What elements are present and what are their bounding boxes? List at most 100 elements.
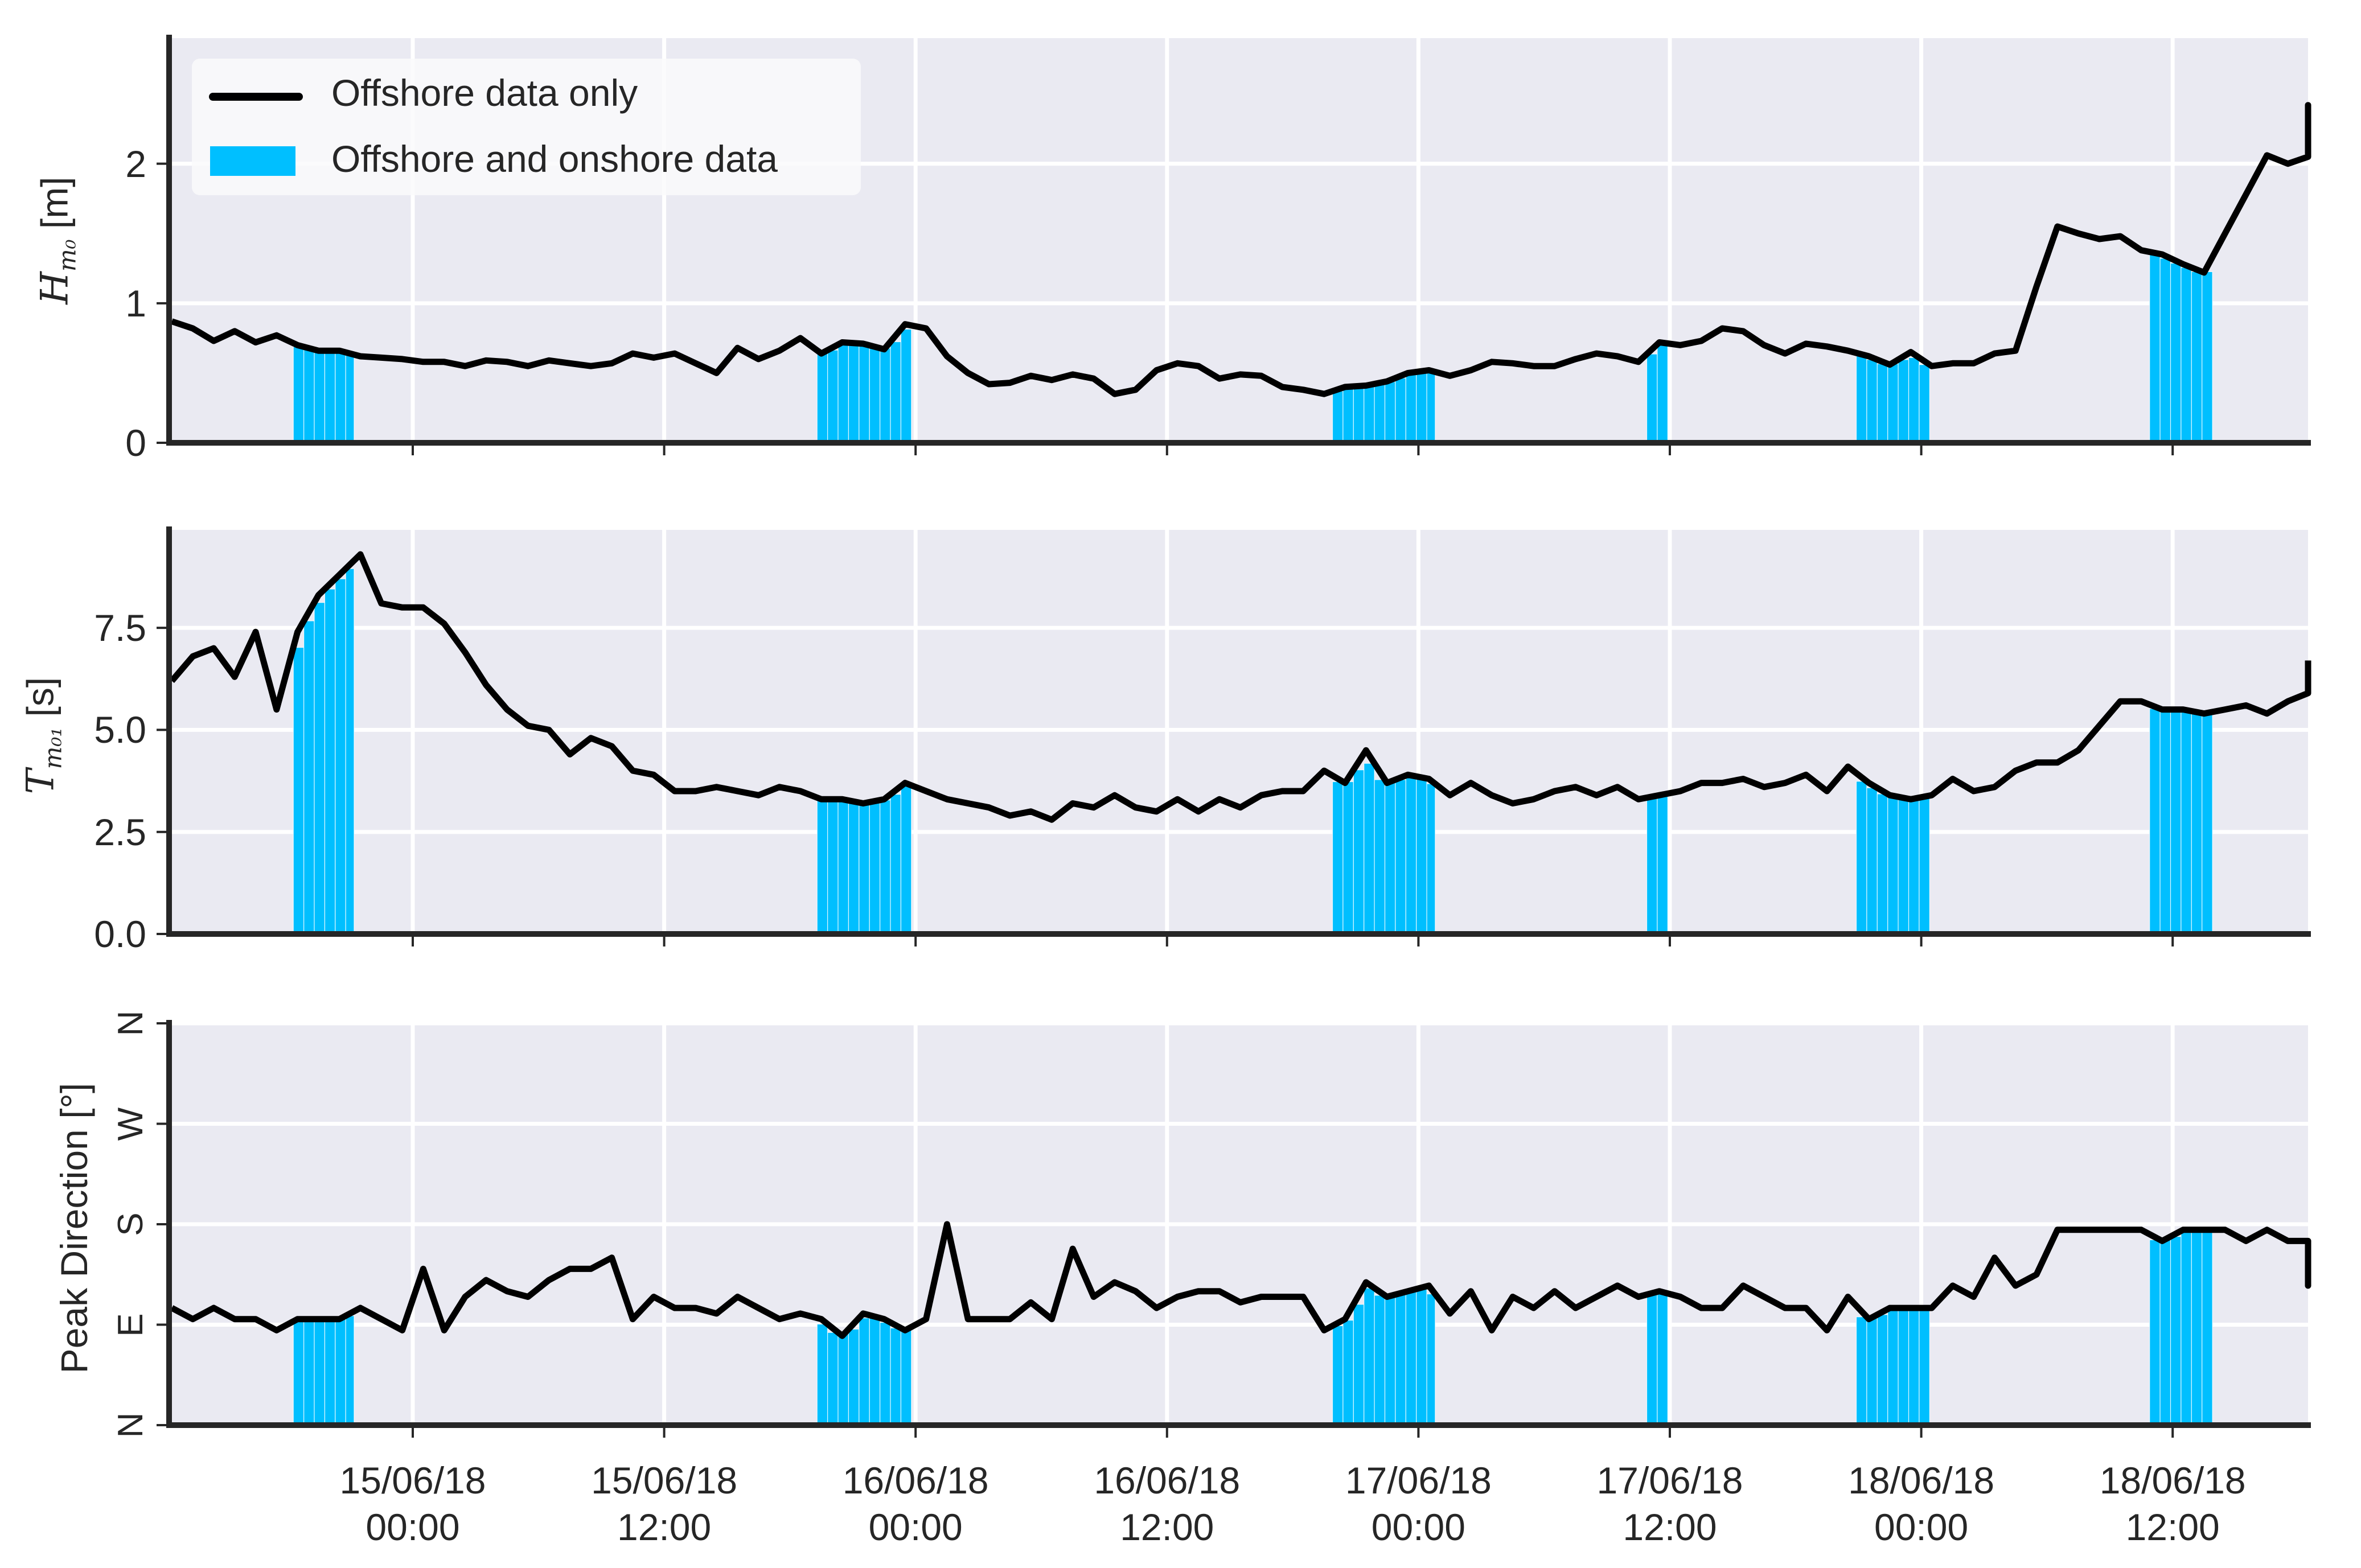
onshore-data-bar (1866, 1316, 1878, 1426)
onshore-data-bar (1426, 783, 1436, 935)
onshore-data-bar (2149, 1239, 2161, 1426)
x-tick-label: 15/06/18 00:00 (310, 1457, 515, 1550)
x-tick-time: 00:00 (868, 1506, 963, 1548)
x-tick-time: 12:00 (1623, 1506, 1717, 1548)
legend-label-offshore: Offshore data only (331, 72, 638, 114)
onshore-data-bar (1855, 781, 1867, 935)
onshore-data-bar (837, 344, 849, 443)
onshore-data-bar (880, 348, 891, 443)
onshore-data-bar (1855, 355, 1867, 443)
legend-label-onshore: Offshore and onshore data (331, 138, 778, 180)
x-tick-time: 00:00 (1874, 1506, 1969, 1548)
onshore-data-bar (314, 1319, 326, 1426)
panel2-ylabel-unit: [s] (19, 677, 61, 717)
onshore-data-bar (335, 1319, 346, 1426)
x-tick-date: 15/06/18 (339, 1459, 486, 1501)
panel1-ylabel-sub: m₀ (53, 239, 81, 272)
onshore-data-bar (1877, 363, 1888, 443)
onshore-data-bar (869, 1318, 881, 1426)
onshore-data-bar (1384, 1295, 1396, 1426)
panel3-ylabel: Peak Direction [°] (53, 1083, 95, 1374)
onshore-data-bar (1646, 353, 1658, 443)
panel2-background (169, 530, 2308, 934)
onshore-data-bar (1342, 781, 1354, 935)
onshore-data-bar (859, 802, 870, 935)
onshore-data-bar (2170, 262, 2182, 443)
onshore-data-bar (816, 350, 828, 443)
onshore-data-bar (1395, 779, 1406, 935)
panel2-ylabel: Tm₀₁ [s] (18, 628, 67, 844)
onshore-data-bar (303, 620, 315, 935)
onshore-data-bar (1405, 1291, 1417, 1426)
x-tick-label: 18/06/18 00:00 (1819, 1457, 2024, 1550)
onshore-data-bar (1384, 779, 1396, 935)
onshore-data-bar (1405, 373, 1417, 443)
y-tick-label: W (111, 1107, 150, 1141)
onshore-data-bar (1657, 344, 1668, 443)
onshore-data-bar (1353, 386, 1365, 443)
onshore-data-bar (837, 800, 849, 935)
onshore-data-bar (869, 348, 881, 443)
y-tick-label: 2 (125, 142, 146, 185)
onshore-data-bar (2191, 713, 2203, 935)
onshore-data-bar (1866, 359, 1878, 443)
onshore-data-bar (1898, 359, 1910, 443)
onshore-data-bar (1384, 381, 1396, 443)
x-tick-date: 16/06/18 (1094, 1459, 1241, 1501)
onshore-data-bar (880, 1322, 891, 1426)
onshore-data-bar (1364, 763, 1375, 935)
onshore-data-bar (1395, 1294, 1406, 1426)
onshore-data-bar (827, 349, 839, 443)
onshore-data-bar (848, 1328, 860, 1426)
onshore-data-bar (2202, 713, 2213, 935)
onshore-data-bar (1374, 1295, 1386, 1426)
onshore-data-bar (1887, 1308, 1899, 1426)
onshore-data-bar (1426, 1293, 1436, 1426)
onshore-data-bar (1353, 769, 1365, 935)
onshore-data-bar (303, 1319, 315, 1426)
onshore-data-bar (303, 349, 315, 443)
onshore-data-bar (827, 1332, 839, 1426)
onshore-data-bar (2181, 267, 2192, 443)
y-tick-label: 2.5 (94, 810, 146, 853)
onshore-data-bar (1332, 1325, 1344, 1426)
onshore-data-bar (859, 345, 870, 443)
panel2-ylabel-symbol: T (18, 769, 63, 795)
onshore-data-bar (1353, 1304, 1365, 1426)
y-tick-label: 1 (125, 282, 146, 324)
onshore-data-bar (2149, 253, 2161, 443)
onshore-data-bar (816, 1323, 828, 1426)
onshore-data-bar (900, 785, 912, 935)
x-tick-date: 15/06/18 (591, 1459, 738, 1501)
y-tick-label: N (111, 1412, 150, 1438)
onshore-data-bar (335, 352, 346, 443)
onshore-data-bar (293, 1321, 305, 1426)
onshore-data-bar (1898, 1307, 1910, 1426)
onshore-data-bar (900, 328, 912, 443)
onshore-data-bar (2170, 709, 2182, 935)
x-tick-date: 18/06/18 (2099, 1459, 2246, 1501)
onshore-data-bar (1332, 781, 1344, 935)
panel1-ylabel-unit: [m] (33, 176, 76, 229)
y-tick-label: 7.5 (94, 607, 146, 649)
onshore-data-bar (1426, 371, 1436, 443)
onshore-data-bar (837, 1332, 849, 1426)
x-tick-label: 16/06/18 00:00 (813, 1457, 1018, 1550)
x-tick-label: 17/06/18 12:00 (1567, 1457, 1772, 1550)
onshore-data-bar (2159, 709, 2171, 935)
x-tick-time: 12:00 (617, 1506, 712, 1548)
x-tick-date: 17/06/18 (1596, 1459, 1743, 1501)
onshore-data-bar (1646, 797, 1658, 935)
onshore-data-bar (345, 354, 355, 443)
onshore-data-bar (816, 799, 828, 935)
onshore-data-bar (2202, 271, 2213, 443)
onshore-data-bar (1657, 795, 1668, 935)
onshore-data-bar (1908, 1307, 1920, 1426)
onshore-data-bar (1919, 1307, 1930, 1426)
onshore-data-bar (890, 1327, 902, 1426)
panel3-offshore-line (170, 1221, 2311, 1339)
onshore-data-bar (314, 602, 326, 935)
onshore-data-bar (1374, 383, 1386, 443)
